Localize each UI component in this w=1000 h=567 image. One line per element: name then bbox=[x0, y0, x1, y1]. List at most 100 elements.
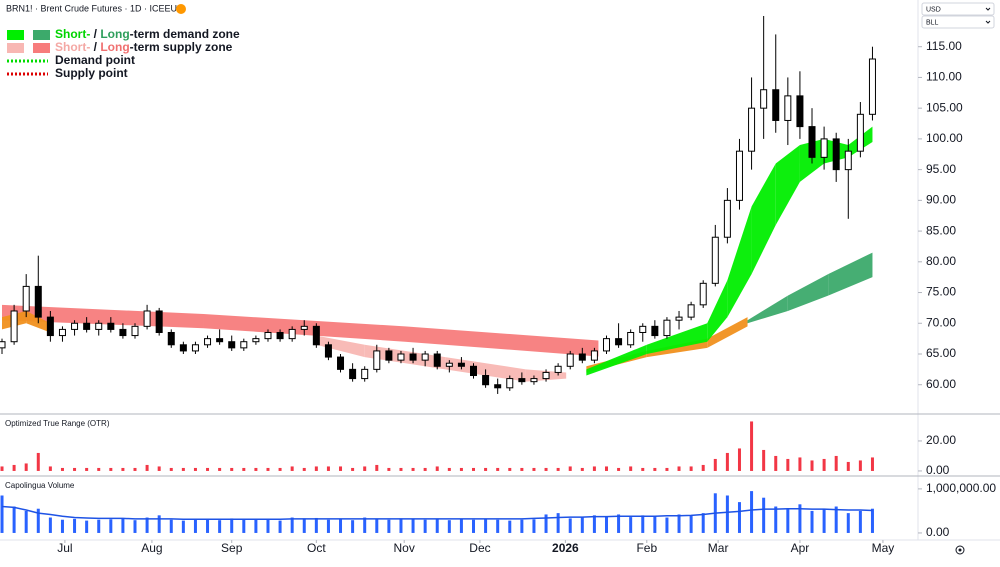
bar bbox=[242, 518, 246, 533]
candle-body bbox=[119, 328, 127, 337]
bar bbox=[568, 466, 572, 471]
bar bbox=[181, 467, 185, 471]
moving-average-line bbox=[1, 505, 873, 521]
zone-band bbox=[405, 326, 599, 357]
candle-body bbox=[554, 365, 562, 373]
bar bbox=[169, 467, 173, 471]
legend-swatch bbox=[7, 30, 24, 40]
y-tick-label: 20.00 bbox=[926, 433, 956, 447]
candle-body bbox=[844, 150, 852, 171]
zone-band bbox=[747, 295, 788, 324]
x-tick-label: Nov bbox=[394, 541, 415, 555]
bar bbox=[363, 517, 367, 533]
candle-body bbox=[155, 310, 163, 333]
bar bbox=[48, 517, 52, 533]
bar bbox=[568, 518, 572, 533]
bar bbox=[701, 513, 705, 533]
legend-text: / bbox=[90, 40, 100, 54]
bar bbox=[689, 515, 693, 533]
candle-body bbox=[832, 138, 840, 171]
bar bbox=[762, 449, 766, 471]
bar bbox=[339, 518, 343, 533]
bar bbox=[387, 467, 391, 471]
bar bbox=[121, 467, 125, 471]
candle-body bbox=[421, 353, 429, 361]
y-tick-label: 70.00 bbox=[926, 315, 956, 329]
bar bbox=[810, 460, 814, 471]
bar bbox=[326, 466, 330, 471]
bar bbox=[109, 467, 113, 471]
bar bbox=[435, 519, 439, 533]
candle-body bbox=[445, 362, 453, 367]
bar bbox=[870, 508, 874, 533]
delayed-badge[interactable] bbox=[176, 4, 186, 14]
bar bbox=[435, 466, 439, 471]
bar bbox=[278, 520, 282, 533]
bar bbox=[798, 457, 802, 471]
bar bbox=[484, 467, 488, 471]
bar bbox=[12, 506, 16, 533]
settings-dot bbox=[958, 548, 962, 552]
bar bbox=[677, 514, 681, 533]
bar bbox=[472, 467, 476, 471]
bar bbox=[750, 491, 754, 533]
candle-body bbox=[34, 285, 42, 318]
zone-band bbox=[707, 280, 728, 342]
candle-body bbox=[856, 113, 864, 152]
bar bbox=[181, 520, 185, 533]
symbol-title: BRN1! · Brent Crude Futures · 1D · ICEEU… bbox=[6, 3, 184, 13]
y-tick-label: 0.00 bbox=[926, 463, 950, 477]
dropdown-icon bbox=[985, 7, 991, 11]
bar bbox=[858, 510, 862, 533]
bar bbox=[665, 517, 669, 533]
y-tick-label: 1,000,000.00 bbox=[926, 481, 996, 495]
zone-band bbox=[586, 344, 647, 376]
zone-band bbox=[775, 145, 800, 225]
candle-body bbox=[276, 331, 284, 340]
bar bbox=[604, 516, 608, 533]
zone-band bbox=[828, 252, 873, 296]
bar bbox=[423, 467, 427, 471]
bar bbox=[725, 452, 729, 471]
bar bbox=[459, 467, 463, 471]
bar bbox=[157, 515, 161, 533]
candle-body bbox=[687, 304, 695, 318]
candle-body bbox=[373, 350, 381, 370]
bar bbox=[157, 466, 161, 471]
currency-select[interactable] bbox=[921, 2, 995, 16]
settings-button[interactable] bbox=[955, 545, 965, 555]
candle-body bbox=[337, 356, 345, 370]
legend-text: Supply point bbox=[55, 66, 128, 80]
y-tick-label: 90.00 bbox=[926, 193, 956, 207]
candle-body bbox=[349, 368, 357, 380]
candle-body bbox=[0, 341, 6, 349]
legend-text: -term supply zone bbox=[130, 40, 233, 54]
candle-body bbox=[433, 353, 441, 367]
bar bbox=[641, 515, 645, 533]
bar bbox=[411, 518, 415, 533]
bar bbox=[592, 466, 596, 471]
candle-body bbox=[397, 353, 405, 361]
bar bbox=[339, 466, 343, 471]
x-tick-label: Apr bbox=[791, 541, 810, 555]
bar bbox=[786, 508, 790, 533]
bar bbox=[375, 519, 379, 533]
bar bbox=[218, 520, 222, 533]
candle-body bbox=[494, 384, 502, 389]
bar bbox=[617, 514, 621, 533]
bar bbox=[786, 458, 790, 471]
bar bbox=[326, 519, 330, 533]
unit-select[interactable] bbox=[921, 15, 995, 29]
bar bbox=[254, 519, 258, 533]
candle-body bbox=[324, 344, 332, 358]
bar bbox=[230, 518, 234, 533]
y-tick-label: 0.00 bbox=[926, 525, 950, 539]
y-tick-label: 105.00 bbox=[926, 100, 963, 114]
candle-body bbox=[470, 365, 478, 377]
candle-body bbox=[772, 89, 780, 121]
bar bbox=[822, 458, 826, 471]
legend-text: Short- bbox=[55, 27, 90, 41]
bar bbox=[0, 466, 4, 471]
